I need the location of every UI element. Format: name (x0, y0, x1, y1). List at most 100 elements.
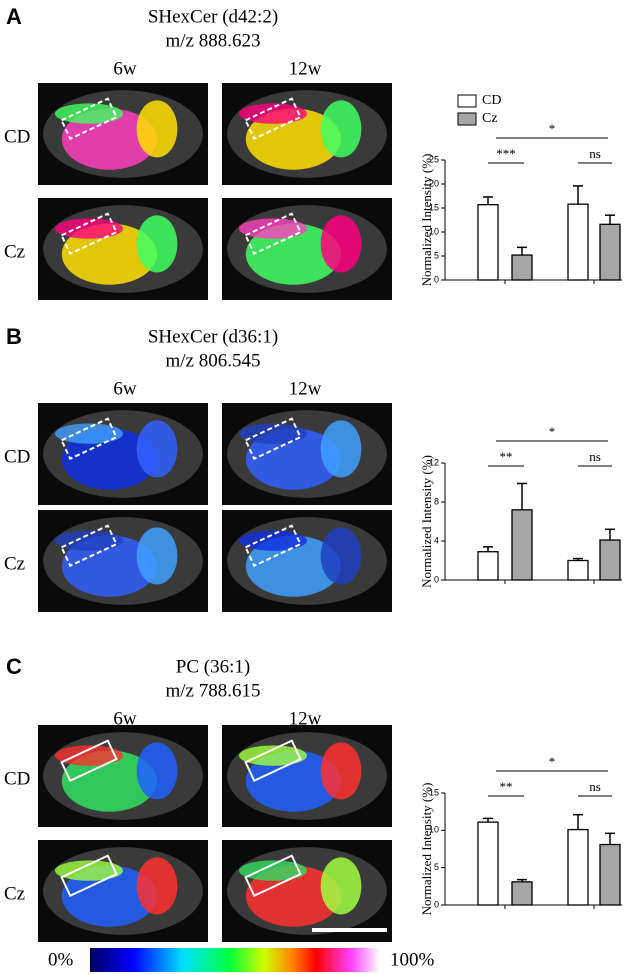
signal (320, 215, 362, 273)
signal (55, 423, 123, 444)
row-label: Cz (4, 883, 25, 904)
signal (239, 530, 307, 551)
row-label: Cz (4, 241, 25, 262)
col-label: 6w (113, 378, 137, 399)
col-label: 12w (289, 378, 322, 399)
bar (477, 551, 499, 581)
bar (477, 821, 499, 906)
signal (320, 100, 362, 158)
signal (245, 535, 341, 597)
signal (136, 857, 178, 915)
signal (136, 215, 178, 273)
col-label: 6w (113, 708, 137, 729)
signal (239, 423, 307, 444)
signal (320, 857, 362, 915)
signal (136, 420, 178, 478)
legend-swatch (457, 94, 477, 108)
significance: * (549, 754, 556, 769)
y-tick-label: 0 (434, 574, 439, 584)
y-axis-label: Normalized Intensity (%) (419, 154, 434, 287)
bar (567, 559, 589, 581)
significance: ns (589, 146, 601, 161)
row-label: CD (4, 446, 30, 467)
scale-bar (312, 928, 387, 932)
panel-mz: m/z 806.545 (166, 350, 261, 371)
panel-mz: m/z 888.623 (166, 30, 261, 51)
y-tick-label: 20 (429, 178, 439, 188)
y-tick-label: 8 (434, 496, 439, 506)
significance: ** (500, 449, 513, 464)
y-tick-label: 4 (434, 535, 439, 545)
significance: * (549, 121, 556, 136)
roi-box (244, 739, 302, 783)
roi-box (60, 739, 118, 783)
roi-box (60, 524, 118, 568)
signal (136, 527, 178, 585)
signal (136, 742, 178, 800)
signal (61, 750, 157, 812)
panel-title: SHexCer (d42:2) (148, 6, 278, 27)
bar (511, 254, 533, 281)
col-label: 12w (289, 58, 322, 79)
y-tick-label: 12 (429, 457, 439, 467)
panel-letter: A (6, 4, 22, 29)
colorbar-min: 0% (48, 949, 74, 970)
y-axis-label: Normalized Intensity (%) (419, 455, 434, 588)
bar (511, 509, 533, 581)
significance: *** (496, 146, 516, 161)
panel-mz: m/z 788.615 (166, 680, 261, 701)
bar (511, 881, 533, 906)
signal (320, 527, 362, 585)
panel-title: SHexCer (d36:1) (148, 326, 278, 347)
signal (245, 750, 341, 812)
signal (61, 428, 157, 490)
row-label: Cz (4, 553, 25, 574)
roi-box (60, 97, 118, 141)
signal (245, 223, 341, 285)
signal (245, 428, 341, 490)
roi-box (60, 417, 118, 461)
bar (567, 203, 589, 281)
significance: * (549, 424, 556, 439)
y-tick-label: 25 (429, 154, 439, 164)
legend-label: Cz (482, 111, 498, 126)
signal (245, 865, 341, 927)
significance: ** (500, 779, 513, 794)
y-tick-label: 0 (434, 899, 439, 909)
y-tick-label: 5 (434, 250, 439, 260)
bar (567, 828, 589, 906)
roi-box (244, 524, 302, 568)
panel-letter: C (6, 654, 22, 679)
bar (599, 223, 621, 281)
roi-box (244, 854, 302, 898)
signal (239, 218, 307, 239)
signal (239, 103, 307, 124)
signal (55, 745, 123, 766)
signal (55, 103, 123, 124)
signal (55, 860, 123, 881)
signal (61, 108, 157, 170)
y-axis-label: Normalized Intensity (%) (419, 783, 434, 916)
signal (239, 745, 307, 766)
signal (61, 865, 157, 927)
bar (599, 843, 621, 906)
signal (245, 108, 341, 170)
signal (55, 530, 123, 551)
panel-title: PC (36:1) (176, 656, 250, 677)
colorbar (90, 948, 380, 972)
y-tick-label: 10 (429, 825, 439, 835)
bar (477, 203, 499, 281)
signal (239, 860, 307, 881)
signal (136, 100, 178, 158)
signal (320, 420, 362, 478)
y-tick-label: 15 (429, 202, 439, 212)
col-label: 12w (289, 708, 322, 729)
significance: ns (589, 449, 601, 464)
y-tick-label: 0 (434, 274, 439, 284)
row-label: CD (4, 126, 30, 147)
signal (55, 218, 123, 239)
y-tick-label: 15 (429, 787, 439, 797)
legend-label: CD (482, 93, 501, 108)
col-label: 6w (113, 58, 137, 79)
